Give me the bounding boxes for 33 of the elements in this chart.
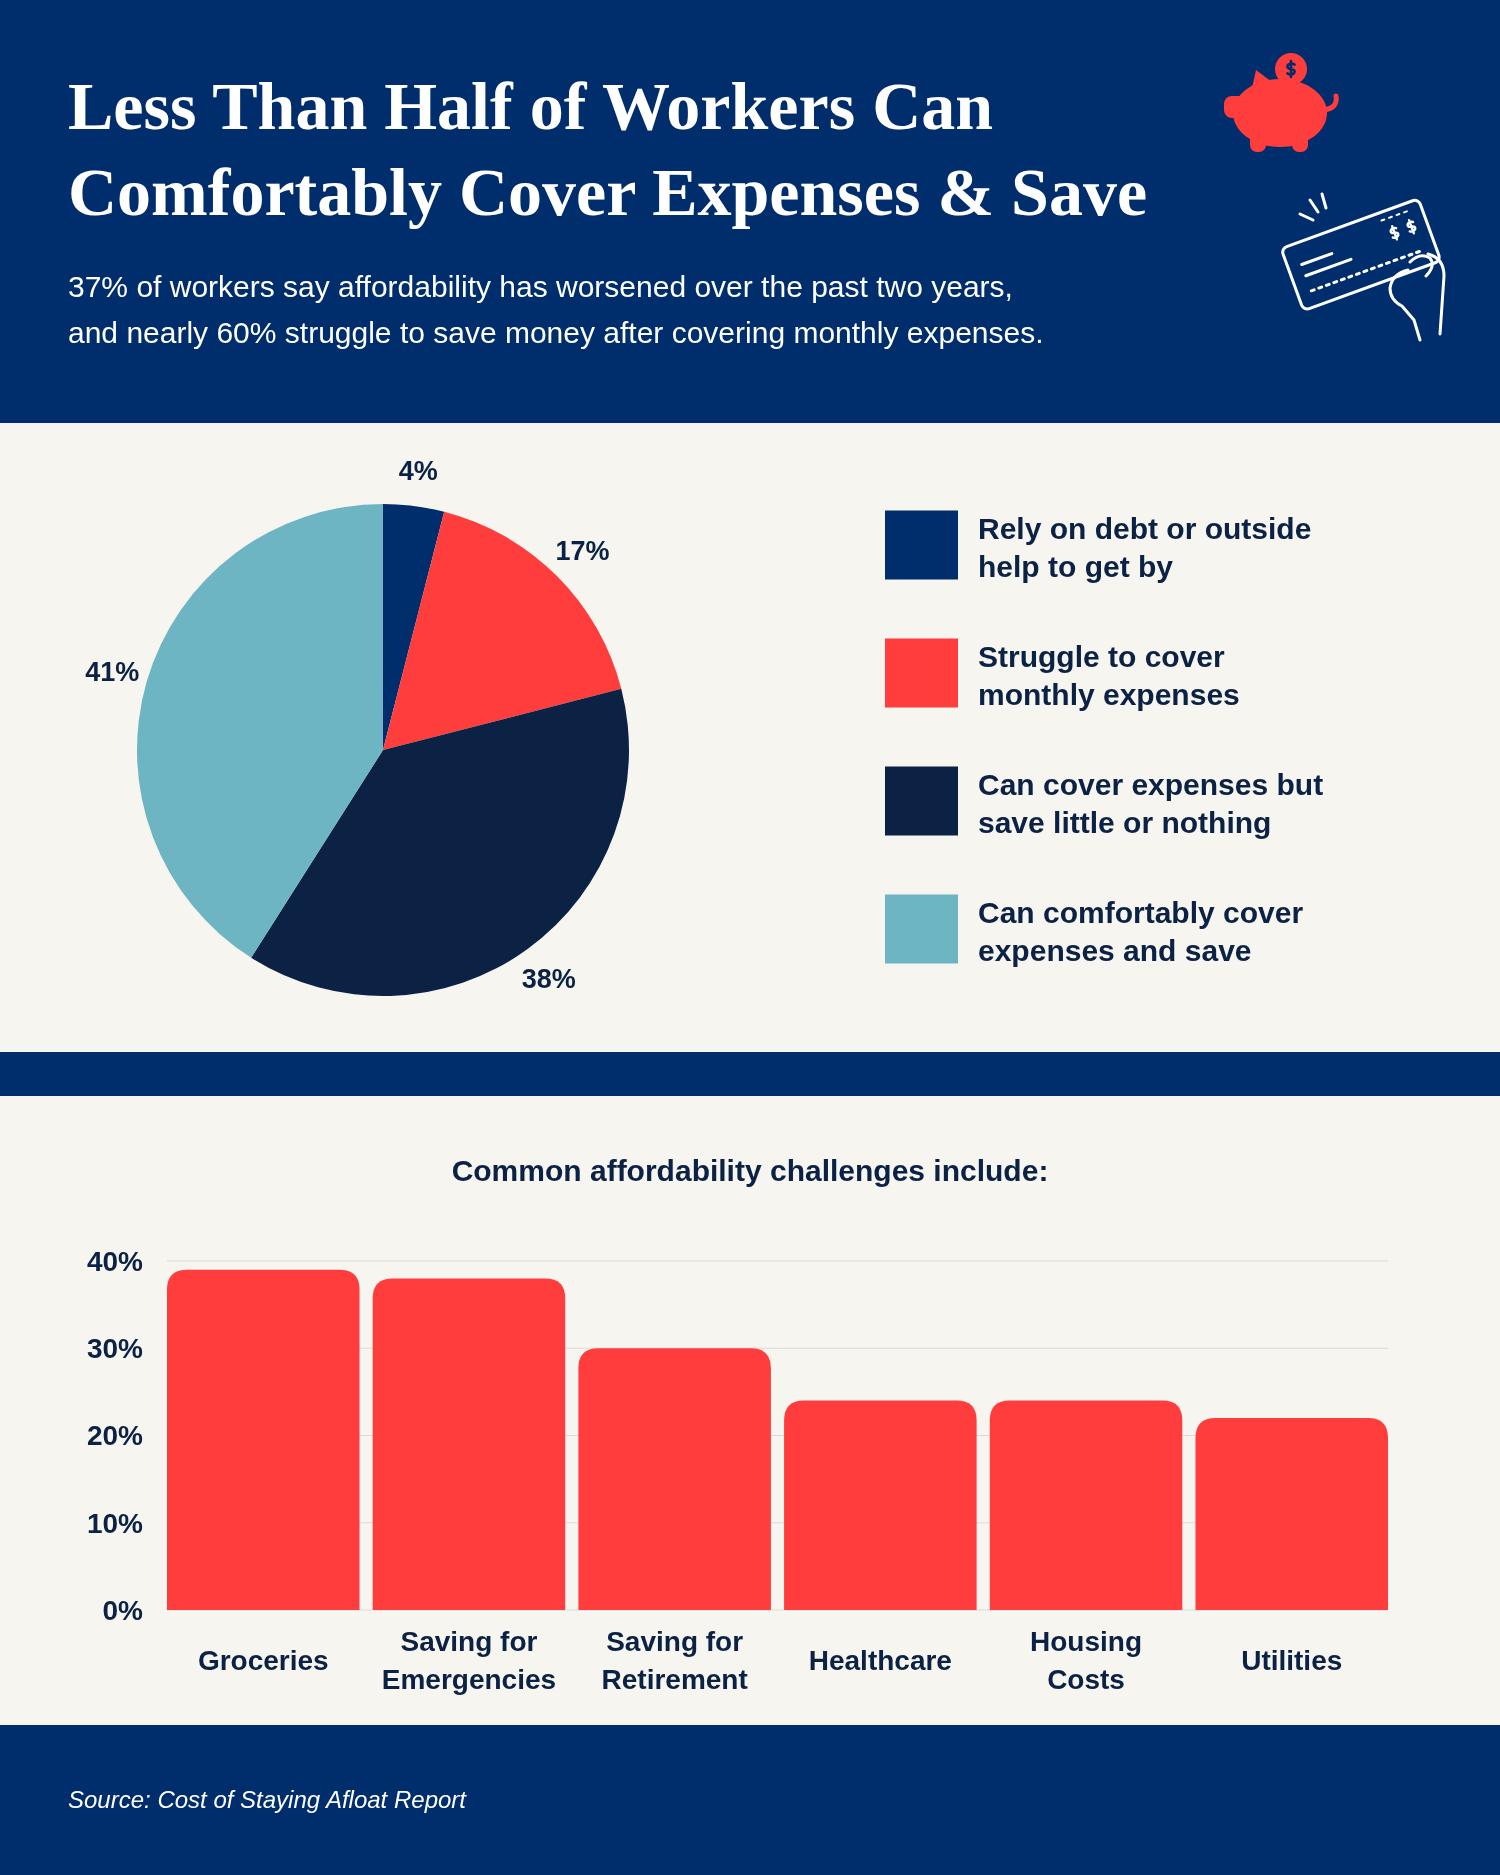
y-tick-label: 40% xyxy=(86,1245,144,1277)
x-tick-label: Saving for Retirement xyxy=(601,1626,748,1695)
x-tick-label: Utilities xyxy=(1241,1645,1343,1676)
pie-slice xyxy=(383,504,445,750)
x-tick-label: Groceries xyxy=(197,1645,329,1676)
y-tick-label: 0% xyxy=(102,1594,144,1626)
chart-title: Common affordability challenges include: xyxy=(451,1154,1049,1187)
x-tick-label: Housing Costs xyxy=(1030,1626,1143,1695)
data-label: 38% xyxy=(521,963,576,994)
bar xyxy=(372,1278,566,1610)
x-tick-label: Saving for Emergencies xyxy=(381,1626,557,1695)
data-label: 4% xyxy=(398,455,438,486)
y-tick-label: 20% xyxy=(86,1420,144,1452)
bar xyxy=(578,1348,771,1610)
pie-slice xyxy=(251,688,629,996)
bar xyxy=(1195,1418,1388,1610)
x-tick-label: Healthcare xyxy=(808,1645,952,1676)
y-tick-label: 30% xyxy=(86,1333,144,1365)
legend-label: Rely on debt or outside help to get by xyxy=(978,512,1312,583)
data-label: 17% xyxy=(555,536,610,567)
chart-title: Less Than Half of Workers Can Comfortably Cover Expenses & Save xyxy=(68,68,1148,230)
y-tick-label: 10% xyxy=(86,1507,144,1539)
bar xyxy=(167,1269,360,1610)
pie-slice xyxy=(137,504,383,958)
legend-label: Can cover expenses but save little or nothing xyxy=(978,768,1324,839)
bar xyxy=(989,1400,1183,1610)
legend-label: Can comfortably cover expenses and save xyxy=(978,896,1304,967)
bar xyxy=(784,1400,977,1610)
legend-label: Struggle to cover monthly expenses xyxy=(978,640,1240,711)
source-note: Source: Cost of Staying Afloat Report xyxy=(68,1786,468,1813)
data-label: 41% xyxy=(85,656,140,687)
chart-subtitle: 37% of workers say affordability has worsened over the past two years, and nearly 60% struggle to save money after covering monthly expenses. xyxy=(68,270,1044,349)
pie-slice xyxy=(383,511,622,750)
